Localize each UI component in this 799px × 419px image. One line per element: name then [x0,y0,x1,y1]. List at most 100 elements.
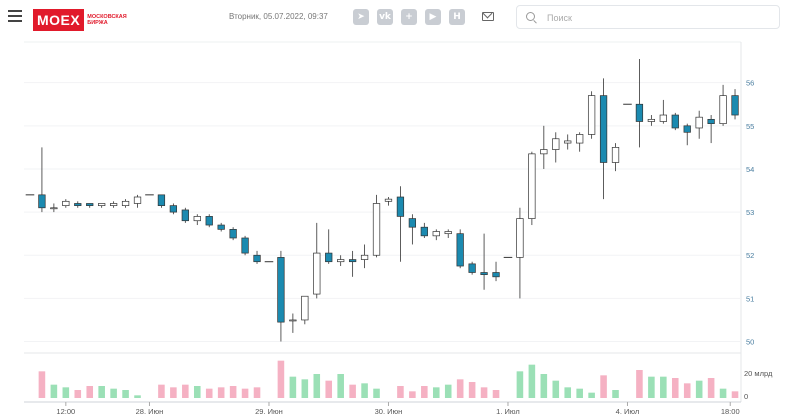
candle[interactable] [587,91,596,139]
candle[interactable] [109,201,118,208]
candle[interactable] [217,222,225,232]
candle[interactable] [599,78,608,200]
top-header: MOEX МОСКОВСКАЯ БИРЖА Вторник, 05.07.202… [0,0,799,36]
volume-bar [74,390,82,398]
candle[interactable] [50,203,58,213]
price-tick-label: 56 [746,79,754,88]
candle[interactable] [707,115,715,144]
volume-bar [492,390,500,398]
candle[interactable] [492,261,500,282]
candle[interactable] [516,207,524,299]
h-icon[interactable]: H [449,9,465,25]
volume-bar [50,384,58,398]
candle[interactable] [241,235,249,256]
candle[interactable] [432,229,440,241]
candle[interactable] [671,112,679,131]
candle[interactable] [647,115,656,126]
plus-square-icon[interactable]: + [401,9,417,25]
price-chart[interactable]: 56 55 54 53 52 51 50 20 млрд 0 12:00 28. Июн 29. И… [0,36,799,419]
candle[interactable] [683,123,691,146]
candle[interactable] [313,222,321,299]
logo-subtitle-line2: БИРЖА [87,20,108,26]
current-datetime: Вторник, 05.07.2022, 09:37 [229,12,328,21]
candle[interactable] [205,214,213,228]
volume-bar [361,383,368,398]
candle[interactable] [337,255,345,267]
candle[interactable] [169,203,178,215]
candle[interactable] [98,203,106,208]
volume-bar [648,376,655,398]
candle[interactable] [86,203,94,208]
volume-bar [671,378,679,398]
time-tick-label: 29. Июн [255,407,283,416]
youtube-icon[interactable]: ▶ [425,9,441,25]
candle[interactable] [193,214,201,226]
volume-bar [695,380,703,398]
price-tick-label: 54 [746,165,754,174]
candle[interactable] [360,244,369,269]
candle[interactable] [372,194,381,258]
candle[interactable] [229,227,237,241]
price-tick-label: 53 [746,208,754,217]
candle[interactable] [289,313,297,333]
mail-icon[interactable] [482,12,494,21]
volume-bar [468,382,476,398]
candle[interactable] [444,229,452,238]
volume-bar [170,387,177,398]
volume-bar [456,379,464,398]
candle[interactable] [133,194,142,208]
volume-bar [217,387,225,398]
vk-icon[interactable]: vk [377,9,393,25]
candle[interactable] [456,229,464,269]
search-box[interactable] [516,5,780,29]
volume-bar [444,384,452,398]
volume-bar [193,386,201,398]
candle[interactable] [552,132,560,163]
candle[interactable] [540,125,548,169]
candle[interactable] [635,58,644,148]
candle[interactable] [74,201,82,208]
candle[interactable] [157,194,166,208]
moex-logo[interactable]: MOEX МОСКОВСКАЯ БИРЖА [33,9,127,31]
price-tick-label: 51 [746,294,754,303]
volume-bar [588,392,595,398]
candle[interactable] [480,233,488,290]
candle[interactable] [408,214,417,245]
volume-bar [576,388,583,398]
candle[interactable] [564,134,572,150]
candle[interactable] [659,99,667,124]
candle[interactable] [181,207,189,223]
price-tick-label: 52 [746,251,754,260]
candle[interactable] [731,89,739,120]
candle[interactable] [121,199,130,208]
candle[interactable] [468,261,476,275]
candle[interactable] [611,143,620,172]
candle[interactable] [396,186,405,262]
candle[interactable] [528,151,536,226]
candle[interactable] [420,222,428,238]
volume-tick-label: 20 млрд [744,369,773,378]
volume-bar [98,386,105,398]
logo-mark: MOEX [33,9,85,31]
volume-bar [409,391,416,398]
candle[interactable] [62,199,70,208]
candle[interactable] [277,250,285,342]
volume-bar [660,376,667,398]
hamburger-menu-icon[interactable] [8,10,24,24]
candle[interactable] [719,84,727,126]
candle[interactable] [576,132,584,152]
time-tick-label: 4. Июл [616,407,640,416]
candle[interactable] [38,147,46,213]
search-input[interactable] [545,9,769,27]
price-tick-label: 50 [746,338,754,347]
volume-bar [528,364,536,398]
candle[interactable] [384,197,393,206]
volume-bar [289,376,297,398]
candle[interactable] [253,250,261,264]
candle[interactable] [325,229,333,264]
candle[interactable] [301,295,309,325]
candle[interactable] [695,110,703,139]
time-tick-label: 18:00 [721,407,740,416]
telegram-icon[interactable]: ➤ [353,9,369,25]
candle[interactable] [348,250,357,277]
